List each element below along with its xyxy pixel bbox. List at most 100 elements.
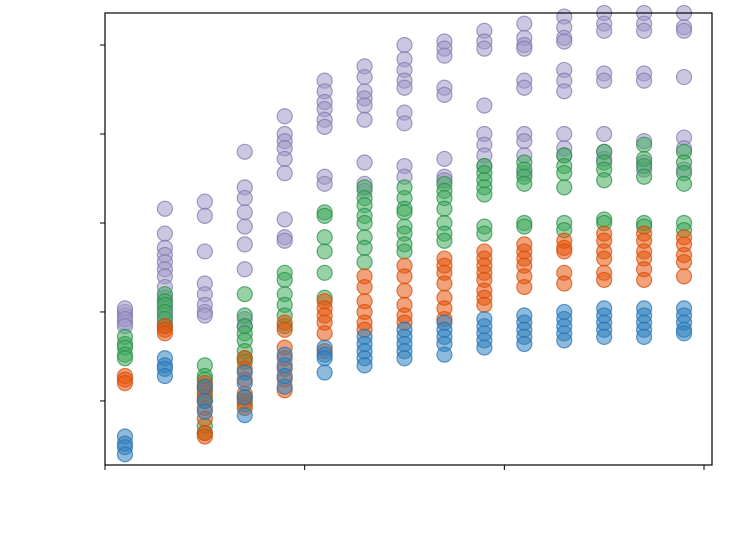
data-point [476, 225, 493, 242]
data-point [316, 350, 333, 367]
data-point [556, 165, 573, 182]
data-point [196, 307, 213, 324]
data-point [316, 243, 333, 260]
data-point [316, 229, 333, 246]
data-point [556, 243, 573, 260]
data-point [596, 250, 613, 267]
data-point [675, 68, 693, 86]
data-point [236, 143, 253, 160]
data-point [516, 79, 533, 96]
data-point [316, 207, 333, 224]
data-point [356, 68, 373, 86]
data-point [436, 47, 453, 64]
data-point [196, 243, 213, 260]
data-point [476, 339, 493, 356]
data-point [156, 325, 174, 342]
data-point [596, 271, 613, 289]
data-point [276, 108, 293, 125]
data-point [276, 271, 293, 289]
data-point [316, 175, 333, 192]
data-point [396, 79, 413, 96]
data-point [316, 325, 333, 342]
data-point [356, 97, 373, 114]
data-point [516, 218, 533, 235]
data-point [596, 172, 613, 189]
data-point [156, 200, 174, 217]
data-point [596, 328, 613, 345]
data-point [116, 375, 134, 392]
data-point [556, 33, 573, 50]
data-point [436, 86, 453, 103]
data-point [596, 72, 613, 89]
plot-frame [104, 12, 713, 466]
data-point [236, 218, 253, 235]
data-point [356, 357, 373, 374]
series-1 [116, 4, 693, 335]
data-point [675, 254, 693, 271]
data-point [396, 36, 413, 54]
data-point [476, 296, 493, 313]
data-point [236, 407, 253, 424]
data-point [436, 275, 453, 292]
data-point [396, 282, 413, 299]
data-point [316, 264, 333, 281]
axis-ticks [100, 44, 705, 470]
data-point [356, 239, 373, 256]
data-point [236, 236, 253, 253]
data-point [396, 204, 413, 221]
data-point [356, 254, 373, 271]
data-point [196, 403, 213, 420]
data-point [596, 125, 613, 143]
data-point [436, 346, 453, 363]
data-point [636, 72, 653, 89]
data-point [636, 168, 653, 185]
data-point [516, 335, 533, 353]
data-point [276, 150, 293, 168]
data-point [476, 97, 493, 114]
data-point [476, 186, 493, 203]
data-point [476, 40, 493, 57]
data-point [436, 200, 453, 217]
data-point [196, 428, 213, 445]
data-point [396, 243, 413, 260]
data-point [436, 150, 453, 168]
data-point [316, 364, 333, 381]
data-point [196, 378, 213, 395]
data-point [675, 175, 693, 192]
data-point [236, 389, 253, 406]
data-point [276, 232, 293, 249]
data-point [276, 321, 293, 338]
data-point [356, 154, 373, 171]
data-point [236, 261, 253, 278]
data-point [356, 278, 373, 296]
data-point [516, 40, 533, 57]
data-point [356, 214, 373, 232]
data-point [516, 278, 533, 296]
data-point [636, 22, 653, 39]
data-point [556, 83, 573, 100]
data-point [236, 286, 253, 303]
data-point [196, 193, 213, 210]
data-point [276, 211, 293, 228]
data-point [356, 111, 373, 128]
data-point [396, 268, 413, 285]
data-point [675, 22, 693, 39]
data-point [516, 15, 533, 32]
data-point [556, 125, 573, 143]
data-point [516, 175, 533, 192]
data-point [636, 271, 653, 289]
data-point [396, 350, 413, 367]
scatter-points [116, 4, 693, 463]
data-point [596, 22, 613, 39]
data-point [276, 165, 293, 182]
data-point [236, 375, 253, 392]
data-point [675, 268, 693, 285]
data-point [516, 133, 533, 150]
data-point [276, 378, 293, 395]
data-point [236, 204, 253, 221]
data-point [556, 332, 573, 349]
data-point [436, 232, 453, 249]
data-point [675, 325, 693, 342]
data-point [396, 115, 413, 132]
